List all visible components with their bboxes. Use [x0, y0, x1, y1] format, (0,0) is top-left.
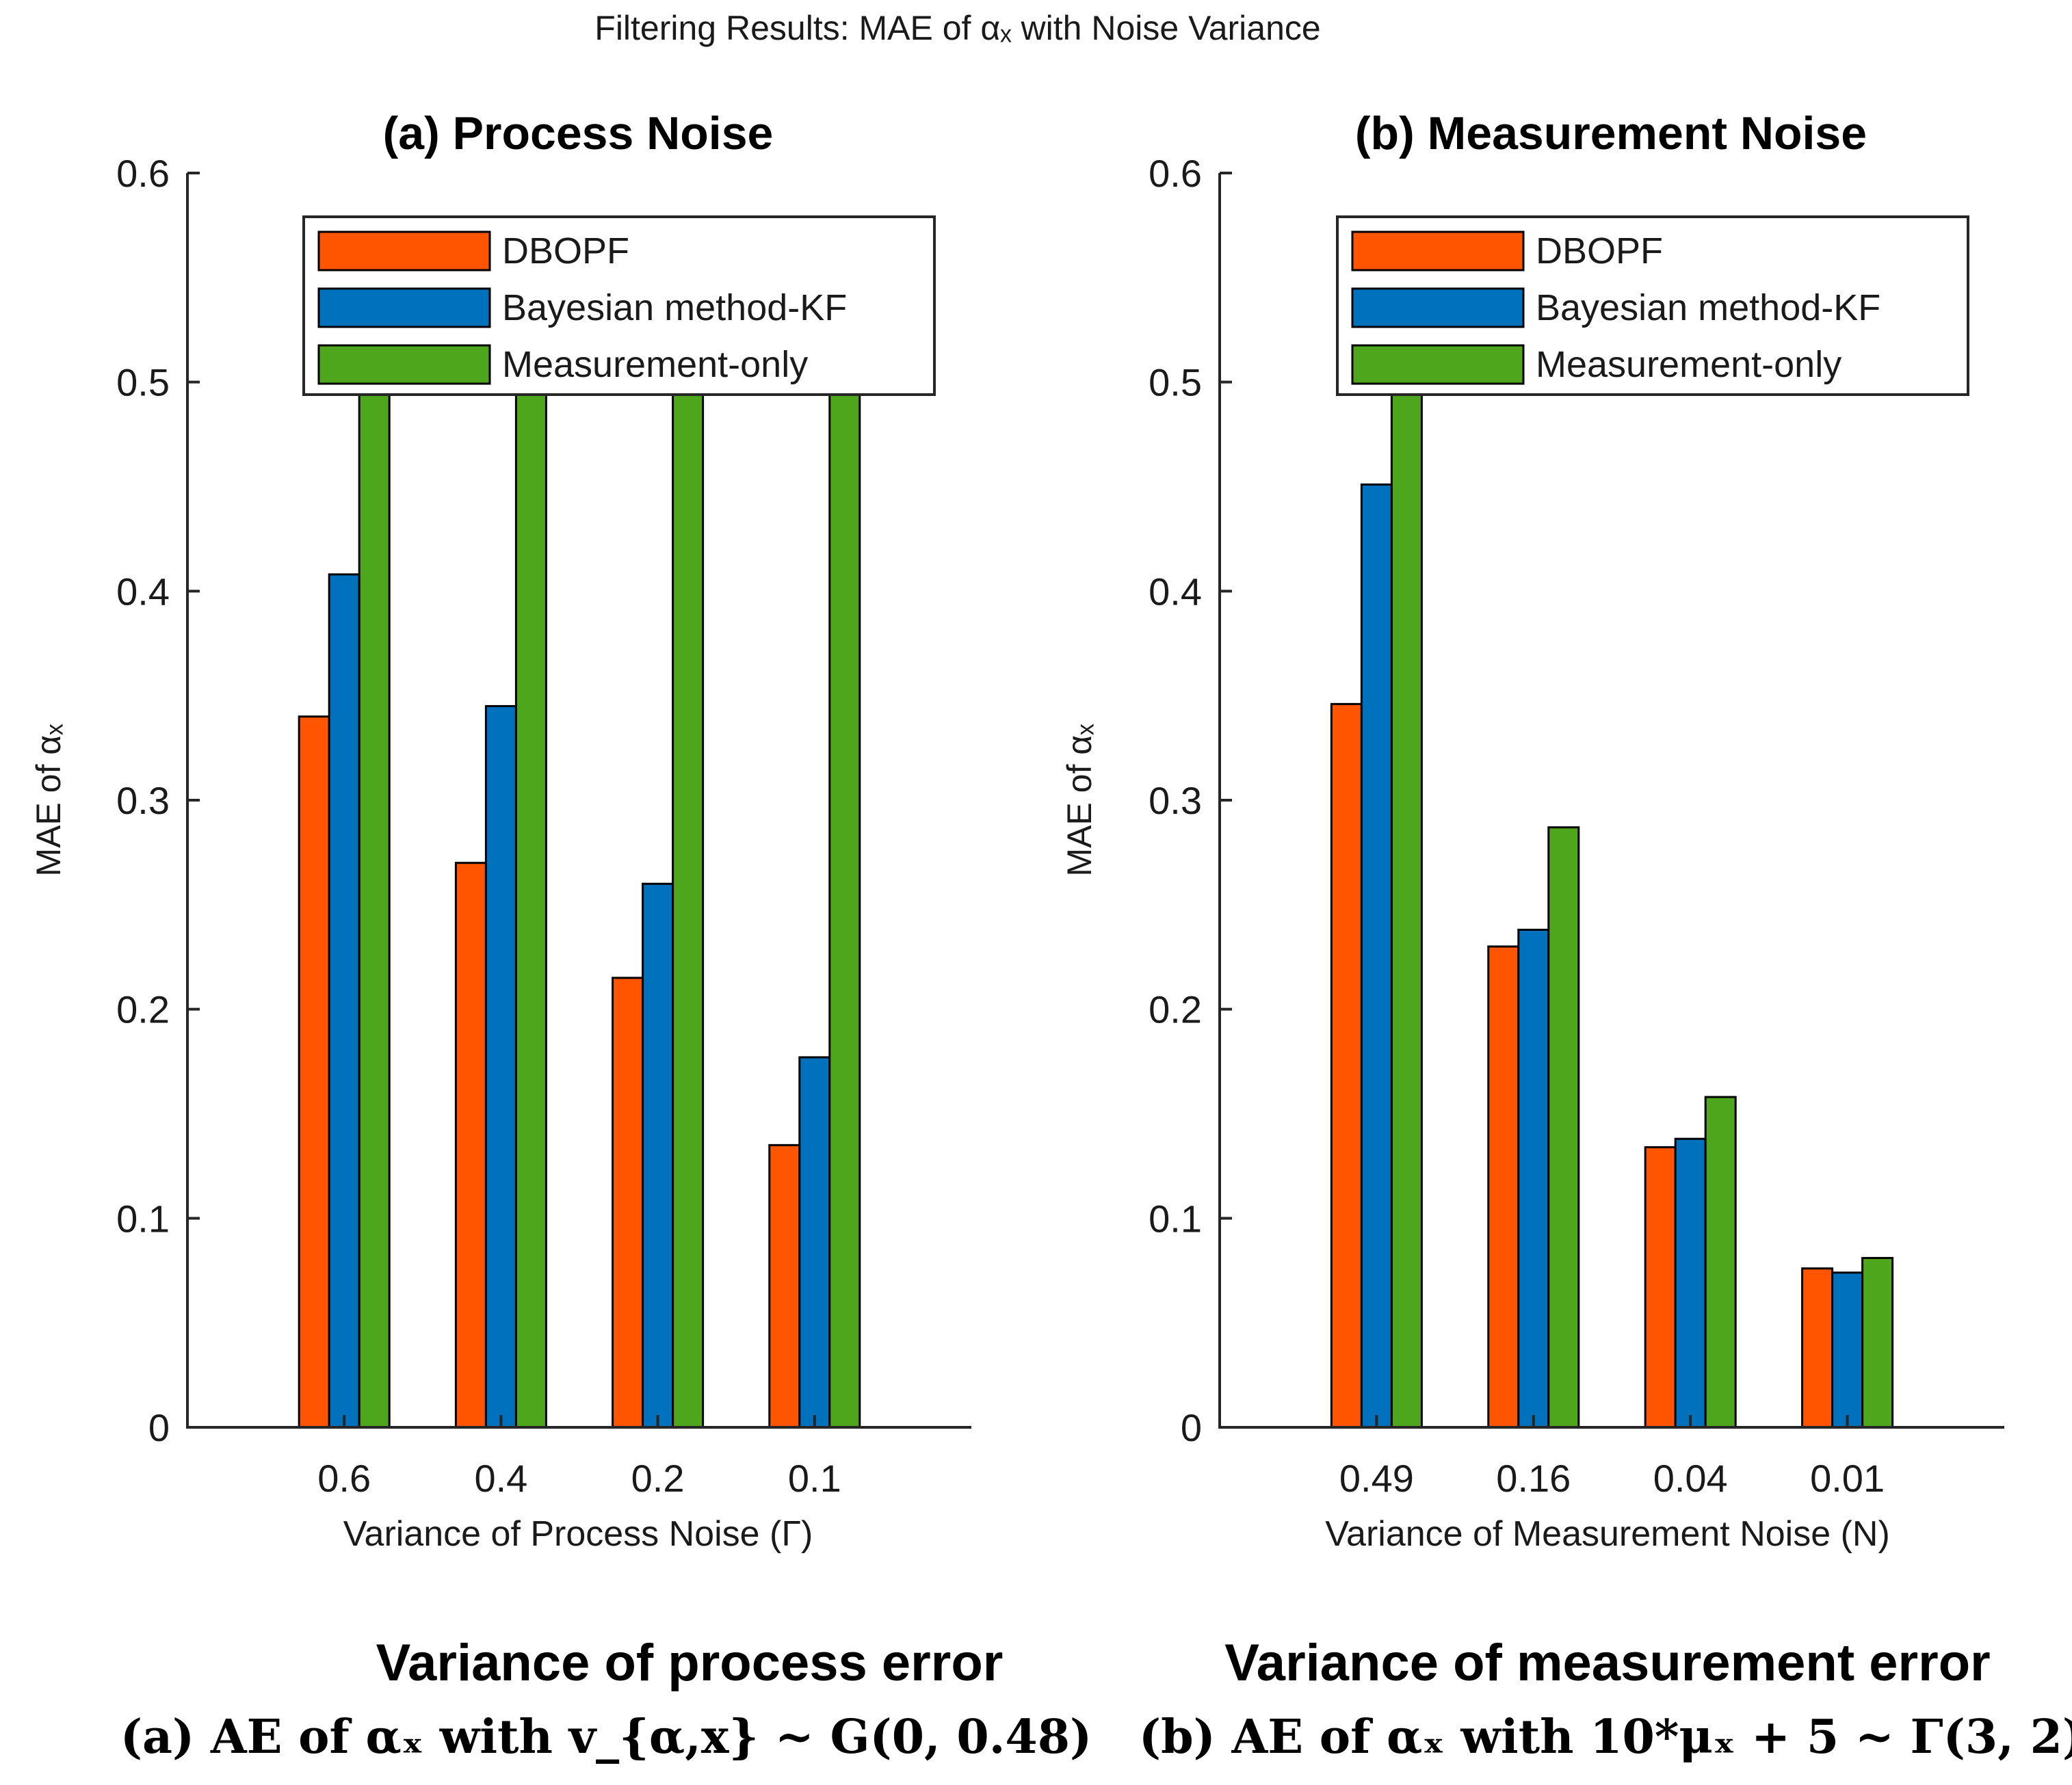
x-tick-label: 0.6 [317, 1457, 371, 1500]
y-tick-label: 0 [148, 1406, 170, 1449]
bar-dbopf [1330, 702, 1363, 1429]
bar-measurement-only [1861, 1256, 1894, 1429]
bar-dbopf [768, 1143, 801, 1429]
bar-bayesian-method-kf [1517, 929, 1550, 1429]
y-tick-label: 0.6 [1149, 152, 1202, 195]
chart-right: (b) Measurement Noise 0 0.1 0.2 0.3 0.4 0.5 0.… [1060, 107, 2004, 1554]
bar-measurement-only [358, 381, 391, 1429]
y-tick-label: 0.5 [1149, 361, 1202, 404]
x-axis-label: Variance of Measurement Noise (N) [1325, 1514, 1890, 1554]
chart-left: (a) Process Noise 0 0.1 0.2 0.3 0.4 0.5 0.6 0.… [29, 107, 971, 1554]
bar-bayesian-method-kf [1674, 1137, 1707, 1429]
chart-title: (b) Measurement Noise [1355, 107, 1867, 159]
y-axis-label: MAE of αₓ [29, 724, 68, 877]
legend-label: Bayesian method-KF [502, 287, 847, 328]
bar-bayesian-method-kf [1831, 1271, 1864, 1429]
bar-dbopf [298, 715, 330, 1429]
bar-dbopf [1801, 1267, 1834, 1429]
bar-dbopf [612, 977, 644, 1429]
legend-swatch [317, 287, 491, 328]
y-tick-label: 0.1 [116, 1197, 170, 1240]
y-tick-label: 0.3 [116, 779, 170, 822]
bar-bayesian-method-kf [328, 573, 360, 1429]
legend-swatch [1351, 230, 1525, 272]
y-tick-label: 0.3 [1149, 779, 1202, 822]
bar-dbopf [1644, 1146, 1677, 1429]
legend-swatch [317, 230, 491, 272]
x-tick-label: 0.1 [788, 1457, 841, 1500]
y-tick-label: 0 [1181, 1406, 1202, 1449]
y-tick-label: 0.4 [116, 570, 170, 613]
legend: DBOPF Bayesian method-KF Measurement-only [302, 215, 936, 396]
bar-dbopf [454, 862, 487, 1429]
x-tick-label: 0.16 [1496, 1457, 1571, 1500]
chart-title: (a) Process Noise [383, 107, 774, 159]
y-tick-label: 0.1 [1149, 1197, 1202, 1240]
legend: DBOPF Bayesian method-KF Measurement-only [1336, 215, 1969, 396]
y-tick-label: 0.2 [116, 988, 170, 1031]
bar-measurement-only [672, 381, 705, 1429]
bar-measurement-only [514, 381, 547, 1429]
x-tick-label: 0.01 [1810, 1457, 1885, 1500]
figure-suptitle: Filtering Results: MAE of αₓ with Noise … [594, 9, 1320, 47]
caption-left-heading: Variance of process error [376, 1634, 1004, 1692]
x-tick-label: 0.4 [474, 1457, 527, 1500]
legend-label: Measurement-only [502, 344, 808, 385]
bar-measurement-only [1704, 1096, 1737, 1429]
bar-bayesian-method-kf [642, 882, 674, 1429]
x-tick-label: 0.49 [1339, 1457, 1414, 1500]
x-tick-label: 0.04 [1653, 1457, 1728, 1500]
legend-swatch [1351, 344, 1525, 385]
legend-label: Bayesian method-KF [1536, 287, 1880, 328]
y-tick-label: 0.4 [1149, 570, 1202, 613]
bar-bayesian-method-kf [1360, 483, 1393, 1429]
x-axis-label: Variance of Process Noise (Γ) [343, 1514, 813, 1554]
legend-swatch [317, 344, 491, 385]
bar-measurement-only [1547, 826, 1580, 1429]
caption-left-formula: (a) AE of αₓ with v_{α,x} ~ G(0, 0.48) [120, 1710, 1092, 1764]
legend-label: DBOPF [1536, 230, 1663, 272]
y-tick-label: 0.6 [116, 152, 170, 195]
bar-measurement-only [828, 381, 861, 1429]
caption-right-formula: (b) AE of αₓ with 10*μₓ + 5 ~ Γ(3, 2) [1139, 1710, 2072, 1764]
bar-bayesian-method-kf [484, 704, 517, 1429]
bar-dbopf [1487, 945, 1520, 1429]
bar-bayesian-method-kf [798, 1056, 831, 1429]
legend-label: Measurement-only [1536, 344, 1841, 385]
bar-measurement-only [1390, 381, 1423, 1429]
caption-right-heading: Variance of measurement error [1224, 1634, 1990, 1692]
y-tick-label: 0.2 [1149, 988, 1202, 1031]
y-axis-label: MAE of αₓ [1060, 724, 1099, 877]
x-tick-label: 0.2 [631, 1457, 685, 1500]
legend-label: DBOPF [502, 230, 629, 272]
legend-swatch [1351, 287, 1525, 328]
y-tick-label: 0.5 [116, 361, 170, 404]
